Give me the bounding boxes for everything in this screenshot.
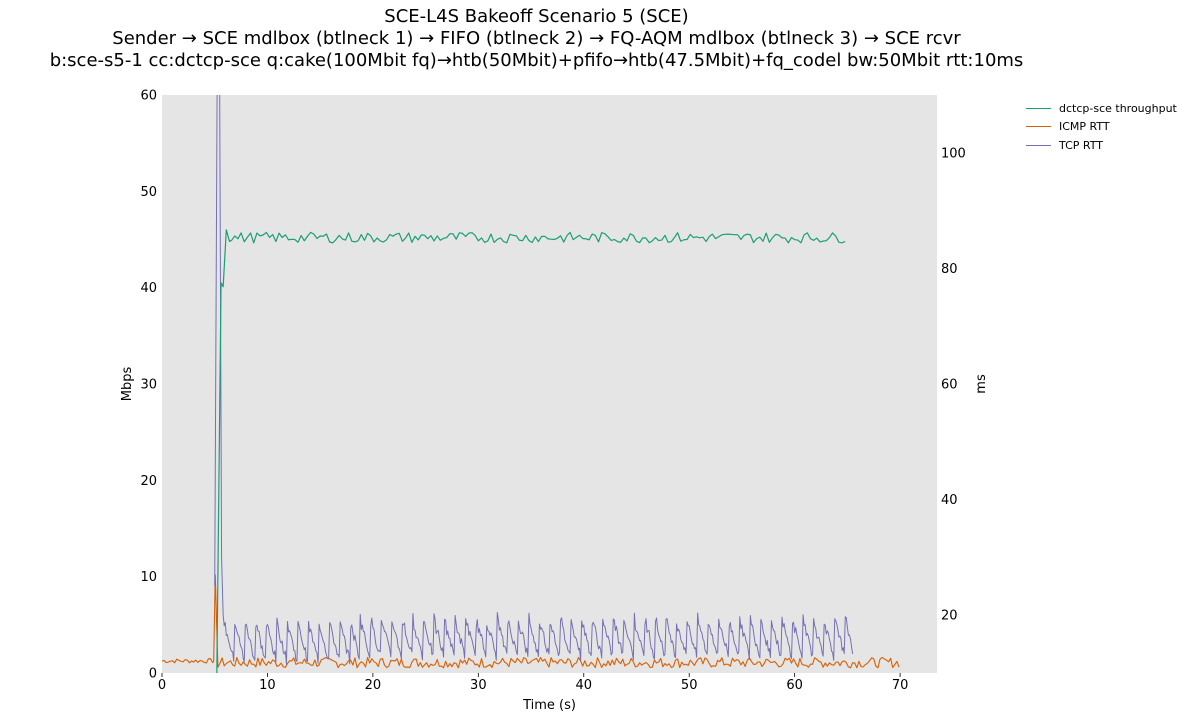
y-right-tick-label: 40 <box>941 493 958 508</box>
legend-label: TCP RTT <box>1059 138 1103 152</box>
x-tick-label: 20 <box>365 678 382 693</box>
x-tick-label: 40 <box>575 678 592 693</box>
y-left-tick-label: 40 <box>140 281 157 296</box>
icmp-rtt-line <box>162 574 900 669</box>
x-tick-label: 30 <box>470 678 487 693</box>
y-right-tick-label: 80 <box>941 262 958 277</box>
tcp-rtt-line <box>214 95 854 665</box>
y-right-axis-label: ms <box>974 374 989 394</box>
x-tick-label: 0 <box>158 678 166 693</box>
legend-label: ICMP RTT <box>1059 120 1110 134</box>
y-left-tick-label: 60 <box>140 89 157 104</box>
y-left-tick-label: 30 <box>140 378 157 393</box>
y-left-tick-label: 0 <box>149 667 157 682</box>
legend-label: dctcp-sce throughput <box>1059 101 1177 115</box>
x-tick-label: 70 <box>892 678 909 693</box>
y-left-tick-label: 10 <box>140 570 157 585</box>
x-tick-label: 60 <box>786 678 803 693</box>
title-line-2: Sender → SCE mdlbox (btlneck 1) → FIFO (… <box>112 28 961 49</box>
throughput-line <box>216 229 846 673</box>
y-left-tick-label: 50 <box>140 185 157 200</box>
y-left-axis-label: Mbps <box>120 367 135 402</box>
legend-item: ICMP RTT <box>1026 118 1177 137</box>
legend-swatch <box>1026 126 1051 128</box>
title-line-1: SCE-L4S Bakeoff Scenario 5 (SCE) <box>384 6 689 27</box>
legend-swatch <box>1026 144 1051 146</box>
legend-swatch <box>1026 107 1051 109</box>
legend-item: TCP RTT <box>1026 136 1177 155</box>
title-line-3: b:sce-s5-1 cc:dctcp-sce q:cake(100Mbit f… <box>49 50 1024 71</box>
y-right-tick-label: 60 <box>941 378 958 393</box>
x-tick-label: 50 <box>681 678 698 693</box>
y-left-tick-label: 20 <box>140 474 157 489</box>
legend-item: dctcp-sce throughput <box>1026 99 1177 118</box>
chart-title: SCE-L4S Bakeoff Scenario 5 (SCE) Sender … <box>0 6 1073 72</box>
chart-legend: dctcp-sce throughput ICMP RTT TCP RTT <box>1026 99 1177 155</box>
y-right-tick-label: 20 <box>941 609 958 624</box>
x-tick-label: 10 <box>259 678 276 693</box>
plot-area <box>162 95 937 673</box>
y-right-tick-label: 100 <box>941 146 966 161</box>
x-axis-label: Time (s) <box>522 698 576 713</box>
